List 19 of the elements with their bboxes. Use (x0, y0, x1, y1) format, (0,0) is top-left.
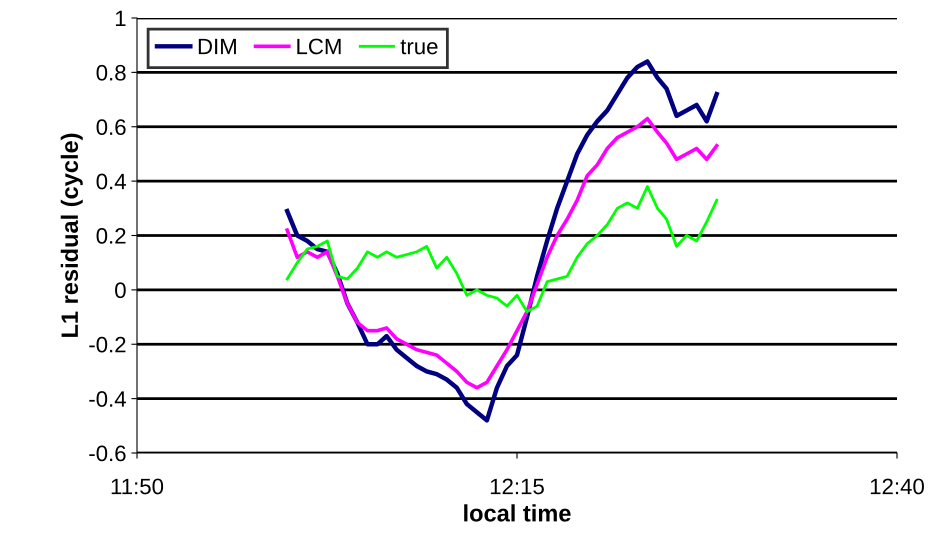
x-axis-title: local time (464, 504, 571, 522)
y-tick-label: 0.6 (96, 119, 126, 136)
legend-label: LCM (297, 38, 341, 54)
y-tick-label: -0.6 (89, 446, 126, 462)
legend-label: true (400, 40, 438, 54)
x-tick-label: 11:50 (112, 478, 164, 494)
x-tick-label: 12:40 (870, 478, 924, 494)
y-tick-label: -0.2 (89, 336, 126, 353)
line-series (286, 185, 718, 314)
y-tick-label: 0.4 (96, 174, 126, 190)
y-tick-label: 0.8 (96, 64, 126, 81)
y-axis-title: L1 residual (cycle) (60, 134, 83, 337)
y-tick-label: -0.4 (89, 391, 126, 407)
y-tick-label: 0 (115, 282, 126, 298)
y-tick-label: 1 (116, 10, 126, 26)
y-tick-label: 0.2 (96, 228, 126, 244)
line-series (285, 116, 719, 390)
x-tick-label: 12:15 (490, 478, 544, 494)
legend-label: DIM (198, 38, 236, 54)
